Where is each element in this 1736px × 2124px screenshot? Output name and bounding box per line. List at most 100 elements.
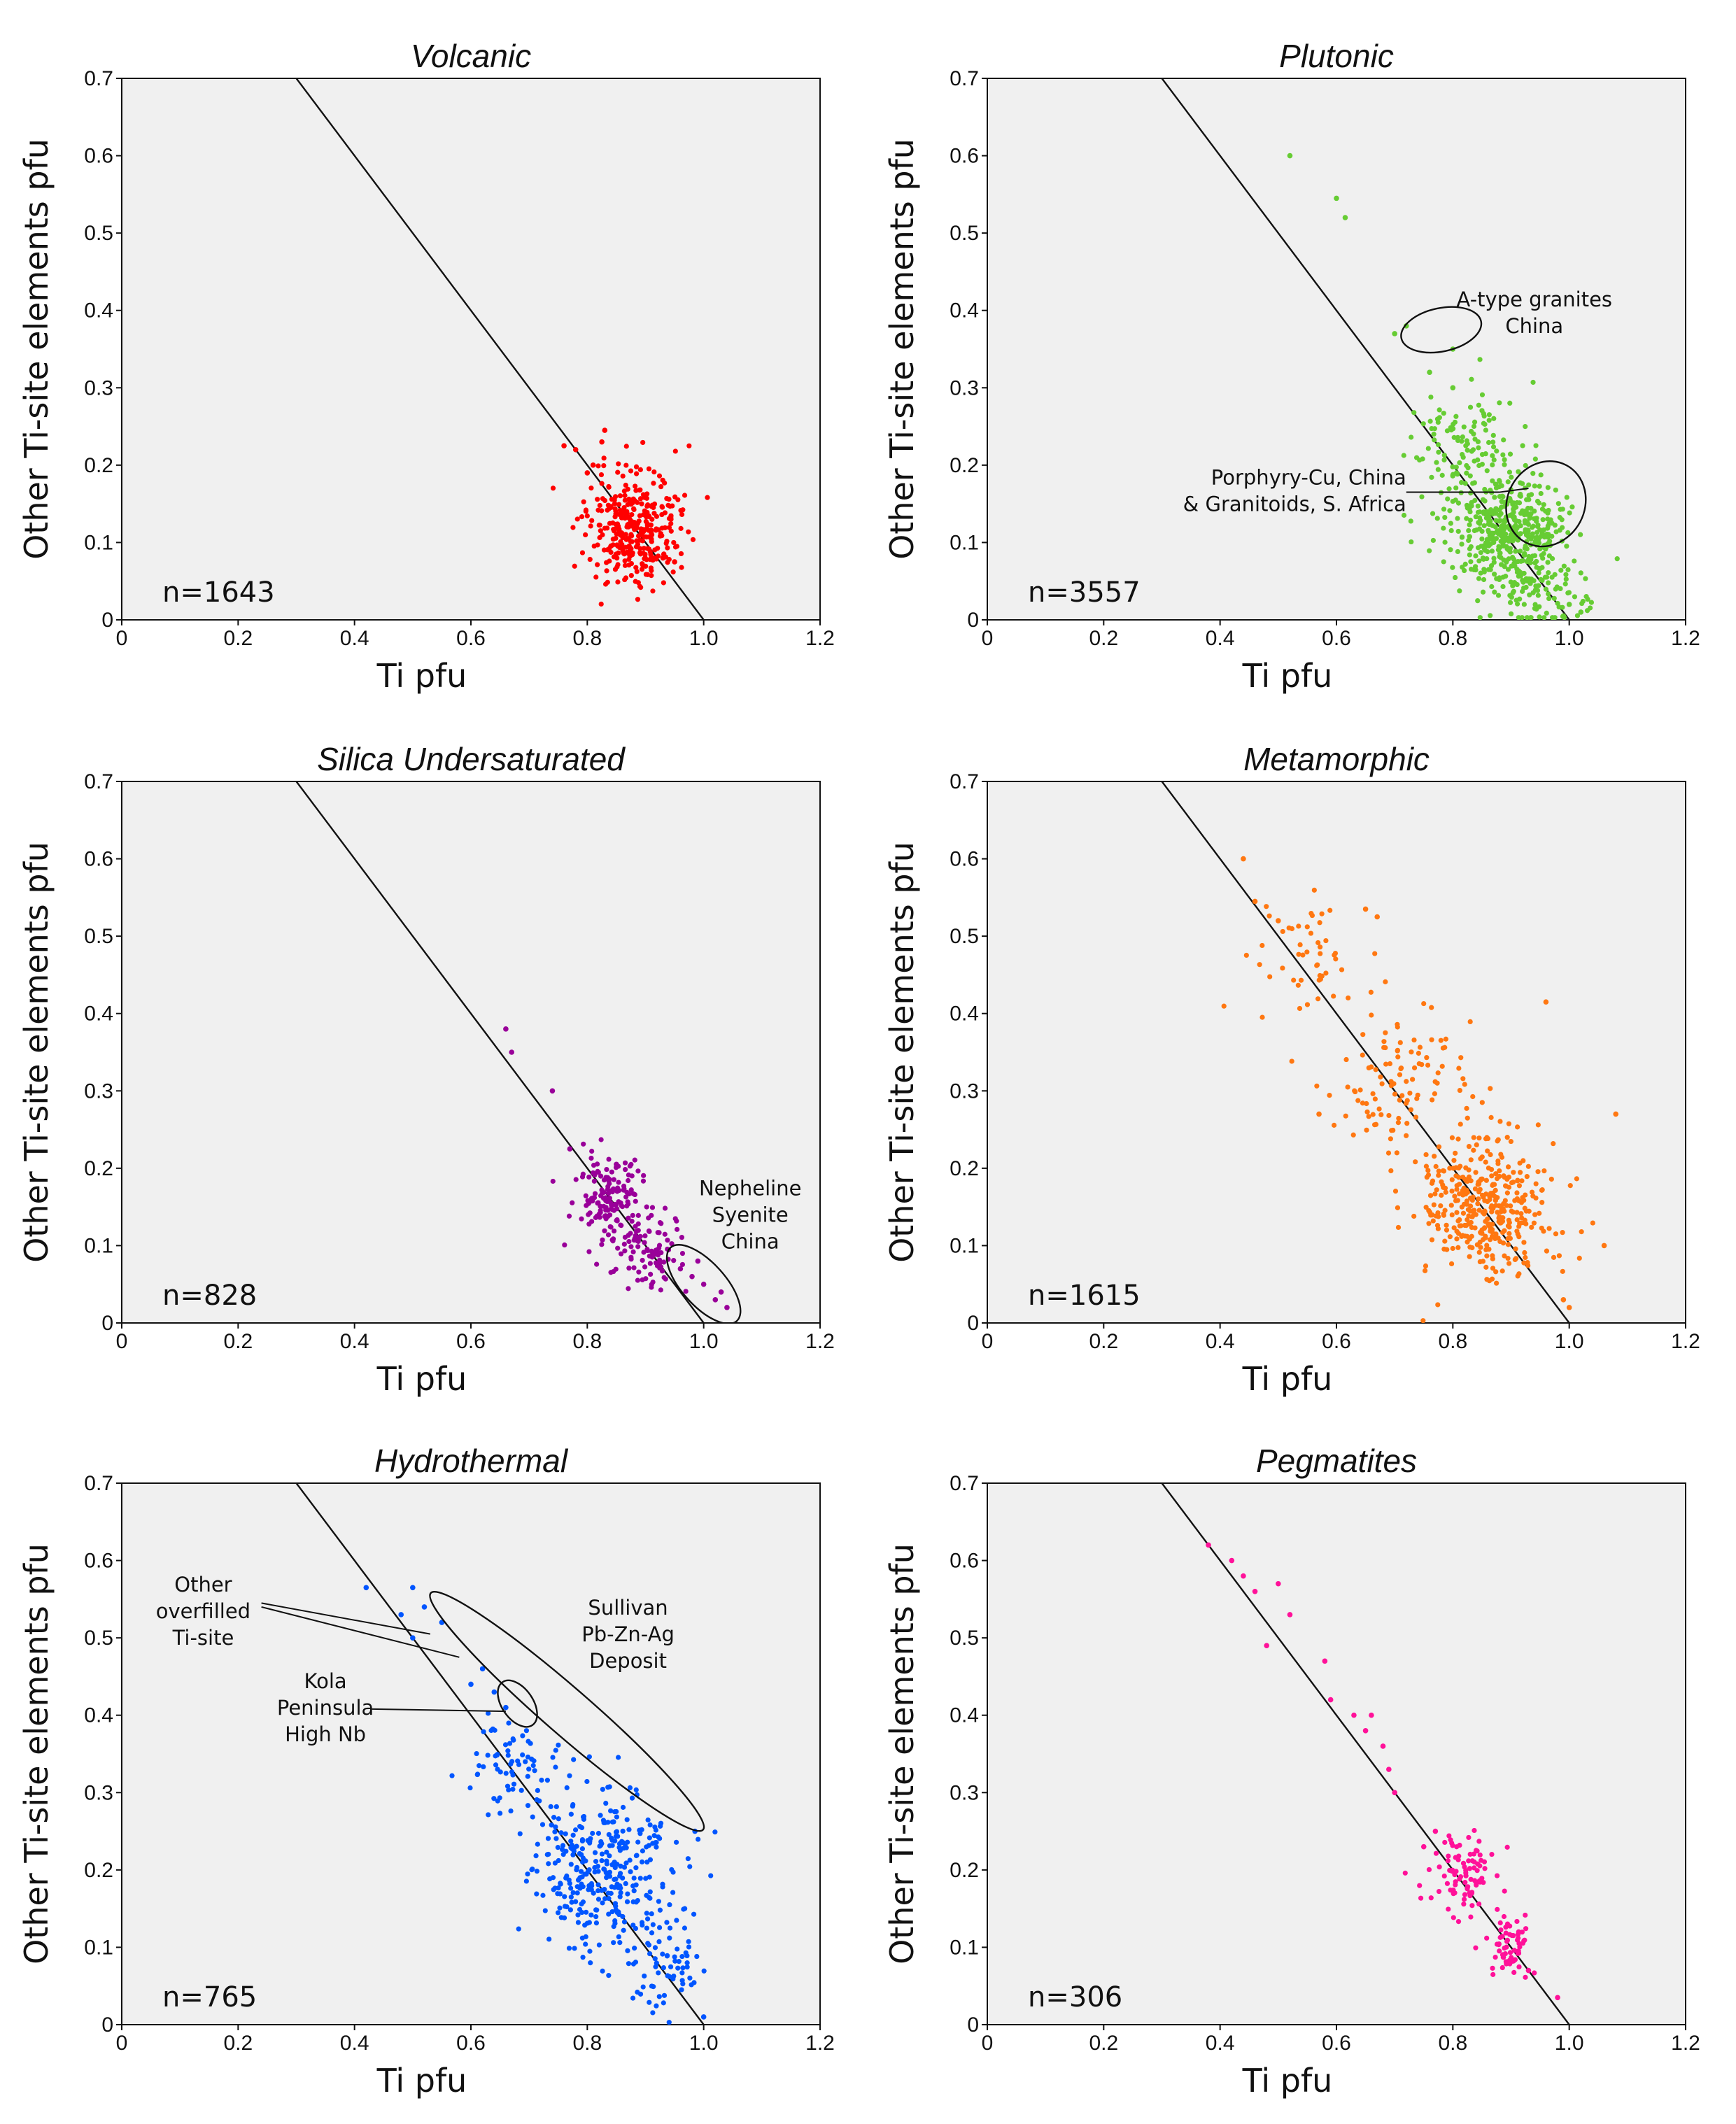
data-point <box>606 483 612 490</box>
data-point <box>1544 574 1550 580</box>
data-point <box>1448 547 1453 553</box>
data-point <box>1462 1177 1468 1182</box>
data-point <box>584 513 590 518</box>
annotation-line: & Granitoids, S. Africa <box>1183 493 1406 516</box>
data-point <box>1453 413 1459 419</box>
data-point <box>1314 1083 1320 1089</box>
x-tick-label: 0.8 <box>1438 1330 1467 1353</box>
x-tick-label: 0.4 <box>340 2032 369 2055</box>
data-point <box>1499 1964 1505 1971</box>
data-point <box>1506 1184 1512 1190</box>
data-point <box>1479 1100 1485 1105</box>
data-point <box>1520 1940 1526 1946</box>
data-point <box>1517 1944 1523 1950</box>
data-point <box>1551 1254 1557 1260</box>
data-point <box>672 1954 677 1960</box>
data-point <box>1399 1093 1405 1098</box>
data-point <box>643 1876 649 1881</box>
data-point <box>633 1882 639 1888</box>
data-point <box>1495 1210 1500 1215</box>
data-point <box>1504 1176 1510 1182</box>
data-point <box>562 1242 567 1248</box>
data-point <box>1502 518 1508 524</box>
data-point <box>509 1759 515 1764</box>
data-point <box>606 1895 612 1902</box>
x-tick-label: 0.6 <box>456 2032 486 2055</box>
data-point <box>651 511 657 516</box>
data-point <box>1467 546 1473 552</box>
data-point <box>504 1783 511 1789</box>
data-point <box>616 1180 621 1185</box>
data-point <box>1511 1948 1517 1953</box>
data-point <box>672 1958 678 1964</box>
data-point <box>1419 1061 1425 1068</box>
data-point <box>1485 1135 1491 1142</box>
data-point <box>1257 962 1262 968</box>
data-point <box>658 1287 663 1293</box>
data-point <box>649 1284 654 1290</box>
data-point <box>639 1859 645 1865</box>
data-point <box>567 1881 572 1886</box>
data-point <box>570 1852 576 1857</box>
data-point <box>641 1173 647 1178</box>
data-point <box>1520 443 1525 448</box>
data-point <box>1523 584 1529 590</box>
data-point <box>1489 1229 1495 1235</box>
data-point <box>1546 591 1551 597</box>
data-point <box>573 1177 579 1182</box>
data-point <box>641 1249 647 1255</box>
data-point <box>1511 588 1516 594</box>
data-point <box>579 1837 586 1843</box>
data-point <box>1404 1079 1409 1084</box>
data-point <box>651 481 656 486</box>
data-point <box>646 1215 651 1221</box>
data-point <box>647 1889 653 1895</box>
data-point <box>564 1785 570 1790</box>
data-point <box>1490 453 1495 458</box>
data-point <box>1574 1176 1579 1182</box>
data-point <box>1523 1221 1529 1226</box>
data-point <box>1523 1254 1528 1261</box>
data-point <box>625 1891 630 1897</box>
y-axis-label: Other Ti-site elements pfu <box>17 1543 55 1964</box>
data-point <box>1431 1202 1437 1208</box>
data-point <box>647 1857 654 1862</box>
data-point <box>474 1750 479 1757</box>
data-point <box>523 1878 529 1884</box>
data-point <box>1457 1087 1462 1093</box>
data-point <box>1545 485 1551 490</box>
data-point <box>1360 1032 1366 1038</box>
data-point <box>1553 529 1559 534</box>
data-point <box>589 1219 595 1224</box>
data-point <box>1501 1913 1507 1920</box>
data-point <box>623 462 629 468</box>
data-point <box>686 529 691 534</box>
data-point <box>1514 525 1520 531</box>
data-point <box>1264 1643 1269 1648</box>
data-point <box>595 562 600 567</box>
data-point <box>1468 566 1474 572</box>
data-point <box>1458 1055 1464 1061</box>
data-point <box>635 521 641 526</box>
data-point <box>595 1888 601 1894</box>
data-point <box>1466 1167 1472 1173</box>
data-point <box>647 1874 652 1880</box>
data-point <box>651 555 657 560</box>
data-point <box>1510 554 1516 560</box>
data-point <box>633 488 639 493</box>
data-point <box>1495 593 1502 598</box>
data-point <box>649 502 655 508</box>
y-tick-label: 0.7 <box>84 67 113 90</box>
data-point <box>579 514 585 520</box>
data-point <box>1476 445 1481 451</box>
data-point <box>1427 1210 1433 1215</box>
data-point <box>1433 1850 1439 1856</box>
x-tick-label: 0.2 <box>1089 1330 1118 1353</box>
data-point <box>1477 1239 1483 1245</box>
data-point <box>601 547 607 553</box>
x-tick-label: 1.0 <box>689 1330 719 1353</box>
data-point <box>712 1297 719 1303</box>
data-point <box>1454 1183 1460 1189</box>
